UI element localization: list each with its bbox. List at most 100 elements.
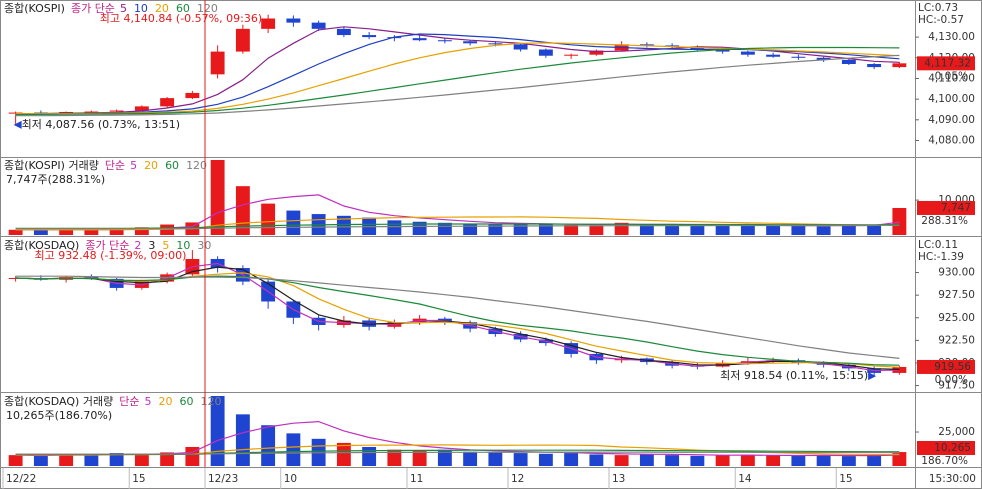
legend-prefix: 종가 단순 [71, 2, 115, 15]
x-tick-label: 11 [410, 473, 423, 485]
legend-prefix: 단순 [119, 395, 139, 408]
candle-body [841, 59, 856, 64]
x-tick-label: 15 [132, 473, 145, 485]
volume-bar [816, 226, 831, 235]
candle-body [362, 35, 377, 38]
candle-body [84, 111, 99, 113]
volume-bar [513, 453, 528, 466]
volume-bar [210, 160, 225, 235]
candle-body [740, 51, 755, 55]
y-tick-label: 4,110.00 [928, 72, 975, 84]
legend-entry: 120 [197, 2, 218, 15]
legend-entry: 5 [144, 395, 151, 408]
panel [8, 250, 907, 377]
x-tick-label: 10 [284, 473, 297, 485]
volume-bar [867, 455, 882, 466]
last-value-label: 4,117.32 [924, 57, 971, 69]
volume-bar [639, 224, 654, 235]
volume-bar [387, 449, 402, 466]
panel [8, 396, 907, 466]
lc-label: LC:0.11 [918, 239, 958, 251]
legend-prefix: 단순 [105, 159, 125, 172]
volume-bar [84, 229, 99, 235]
candle-body [791, 56, 806, 58]
time-label: 15:30:00 [929, 473, 976, 485]
legend-entry: 3 [148, 239, 155, 252]
volume-bar [488, 224, 503, 235]
candle-body [513, 44, 528, 50]
y-tick-label: 4,100.00 [928, 93, 975, 105]
panel-title: 종합(KOSPI) [4, 2, 65, 15]
x-tick-label: 14 [738, 473, 752, 485]
ma-line [15, 451, 900, 455]
x-tick-label: 13 [612, 473, 625, 485]
volume-bar [185, 446, 200, 466]
candle-body [160, 98, 175, 107]
volume-bar [261, 203, 276, 235]
volume-bar [639, 454, 654, 466]
last-value-label: 10,265 [934, 442, 971, 454]
volume-bar [488, 452, 503, 466]
panel [8, 160, 907, 235]
legend-entry: 120 [186, 159, 207, 172]
low-note: 최저 918.54 (0.11%, 15:15) [720, 369, 868, 382]
volume-bar [690, 225, 705, 235]
last-change: 0.00% [935, 374, 968, 386]
candle-body [311, 22, 326, 29]
last-value-label: 919.56 [934, 361, 971, 373]
volume-bar [210, 396, 225, 466]
legend-entry: 60 [179, 395, 193, 408]
volume-bar [841, 456, 856, 466]
candle-body [488, 43, 503, 45]
last-change: 186.70% [921, 455, 968, 467]
volume-bar [715, 225, 730, 235]
candle-body [235, 28, 250, 52]
y-tick-label: 927.50 [938, 289, 975, 301]
ma-line [15, 223, 900, 229]
last-value-box [917, 359, 975, 374]
volume-bar [8, 455, 23, 466]
candle-body [715, 49, 730, 52]
volume-bar [109, 229, 124, 235]
legend-entry: 30 [197, 239, 211, 252]
volume-bar [134, 453, 149, 466]
candle-body [336, 28, 351, 36]
volume-bar [791, 225, 806, 235]
candle-body [538, 49, 553, 56]
candle-body [134, 106, 149, 111]
candle-body [286, 18, 301, 23]
legend-entry: 20 [144, 159, 158, 172]
last-change: 0.05% [935, 70, 968, 82]
volume-bar [437, 222, 452, 235]
panel-title: 종합(KOSDAQ) 거래량 [4, 395, 113, 408]
y-tick-label: 917.50 [938, 380, 975, 392]
candle-body [210, 51, 225, 75]
ma-line [15, 42, 900, 115]
legend-entry: 10 [134, 2, 148, 15]
candle-body [867, 63, 882, 68]
y-tick-label: 4,080.00 [928, 134, 975, 146]
last-value-box [917, 441, 975, 455]
volume-bar [235, 414, 250, 466]
legend-entry: 10 [176, 239, 190, 252]
volume-bar [740, 454, 755, 466]
volume-bar [665, 225, 680, 235]
volume-bar [665, 455, 680, 466]
volume-bar [437, 449, 452, 466]
y-tick-label: 25,000 [938, 426, 975, 438]
last-value-label: 7,747 [941, 202, 971, 214]
legend-entry: 2 [134, 239, 141, 252]
volume-summary: 7,747주(288.31%) [6, 173, 105, 186]
x-tick-label: 12/23 [208, 473, 238, 485]
volume-bar [538, 453, 553, 466]
ma-line [15, 275, 900, 366]
volume-bar [841, 225, 856, 235]
last-value-box [917, 56, 975, 71]
legend-prefix: 종가 단순 [85, 239, 129, 252]
volume-bar [8, 229, 23, 235]
volume-bar [513, 223, 528, 235]
volume-bar [463, 223, 478, 235]
volume-bar [261, 425, 276, 466]
candle-body [261, 18, 276, 29]
